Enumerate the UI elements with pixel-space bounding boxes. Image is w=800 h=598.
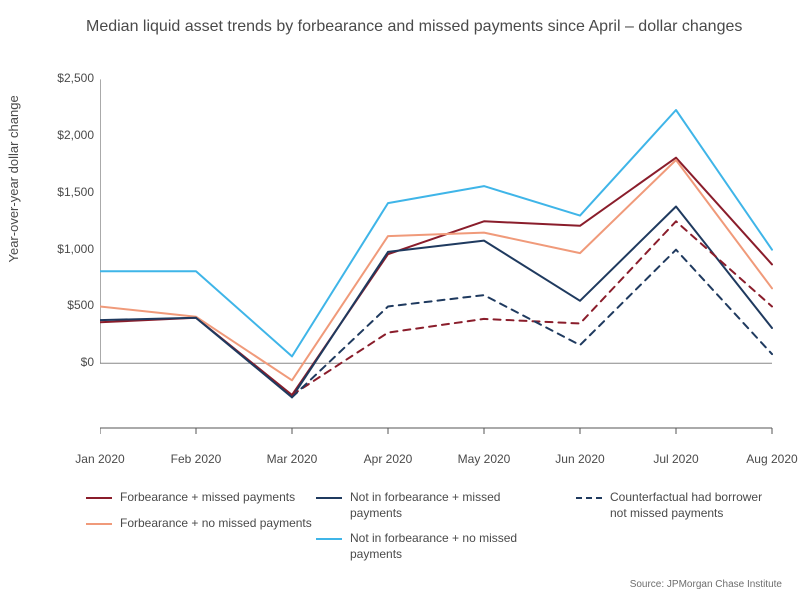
legend-label: Forbearance + no missed payments <box>120 516 312 532</box>
legend-item-forb_nomiss: Forbearance + no missed payments <box>86 516 312 532</box>
legend-swatch <box>576 497 602 499</box>
series-forb_nomiss <box>100 160 772 380</box>
y-tick-label: $0 <box>34 355 94 369</box>
x-tick-label: Jan 2020 <box>75 452 124 466</box>
series-cf_forb_missed <box>292 221 772 395</box>
y-tick-label: $500 <box>34 298 94 312</box>
y-tick-label: $2,500 <box>34 71 94 85</box>
x-tick-label: Feb 2020 <box>171 452 222 466</box>
chart-page: Median liquid asset trends by forbearanc… <box>0 0 800 598</box>
legend-swatch <box>86 523 112 525</box>
x-tick-label: Jul 2020 <box>653 452 698 466</box>
legend-column: Forbearance + missed payments Forbearance… <box>86 490 312 541</box>
legend-item-forb_missed: Forbearance + missed payments <box>86 490 312 506</box>
legend-column: Counterfactual had borrower not missed p… <box>576 490 776 531</box>
legend-column: Not in forbearance + missed payments Not … <box>316 490 550 572</box>
y-axis-label: Year-over-year dollar change <box>6 95 21 262</box>
source-attribution: Source: JPMorgan Chase Institute <box>630 579 782 590</box>
legend-item-noforb_nomiss: Not in forbearance + no missed payments <box>316 531 550 562</box>
legend-label: Counterfactual had borrower not missed p… <box>610 490 776 521</box>
legend-item-cf_noforb_missed: Counterfactual had borrower not missed p… <box>576 490 776 521</box>
x-tick-label: Jun 2020 <box>555 452 604 466</box>
x-tick-label: Mar 2020 <box>267 452 318 466</box>
y-tick-label: $2,000 <box>34 128 94 142</box>
x-tick-label: Apr 2020 <box>364 452 413 466</box>
x-tick-label: Aug 2020 <box>746 452 797 466</box>
y-tick-label: $1,000 <box>34 242 94 256</box>
legend-swatch <box>316 497 342 499</box>
legend-label: Forbearance + missed payments <box>120 490 295 506</box>
legend-item-noforb_missed: Not in forbearance + missed payments <box>316 490 550 521</box>
plot-area <box>100 60 780 440</box>
chart-title: Median liquid asset trends by forbearanc… <box>86 18 742 36</box>
legend-label: Not in forbearance + no missed payments <box>350 531 550 562</box>
legend-swatch <box>86 497 112 499</box>
legend-swatch <box>316 538 342 540</box>
x-tick-label: May 2020 <box>458 452 511 466</box>
y-tick-label: $1,500 <box>34 185 94 199</box>
chart-svg <box>100 60 780 440</box>
legend-label: Not in forbearance + missed payments <box>350 490 550 521</box>
